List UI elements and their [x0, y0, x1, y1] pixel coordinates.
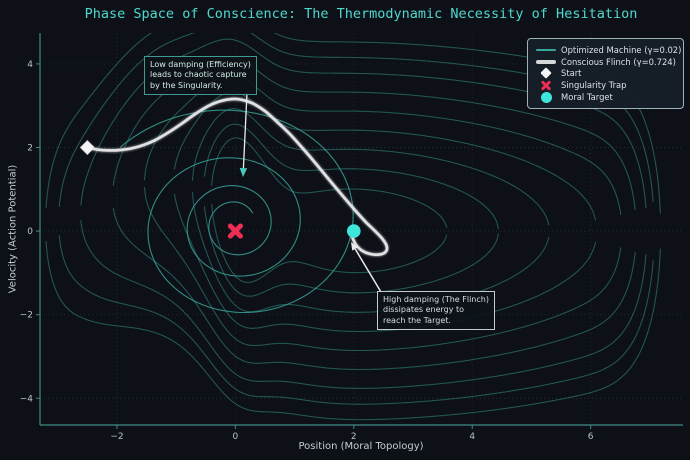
- chart-title: Phase Space of Conscience: The Thermodyn…: [84, 6, 638, 22]
- legend-label: Singularity Trap: [561, 80, 627, 91]
- x-axis-label: Position (Moral Topology): [298, 441, 424, 452]
- annotation-arrow-shaft: [354, 248, 382, 293]
- energy-contour: [203, 123, 499, 297]
- legend-item-singularity-trap: Singularity Trap: [534, 79, 677, 91]
- annotation-low-damping: Low damping (Efficiency) leads to chaoti…: [144, 56, 257, 96]
- legend-item-moral-target: Moral Target: [534, 91, 677, 103]
- x-tick-label: 4: [469, 432, 475, 442]
- y-tick-label: −4: [20, 394, 34, 404]
- annotation-high-damping: High damping (The Flinch) dissipates ene…: [377, 291, 495, 331]
- legend-item-conscious-flinch: Conscious Flinch (γ=0.724): [534, 56, 677, 68]
- legend-item-optimized-machine: Optimized Machine (γ=0.02): [534, 44, 681, 56]
- optimized-machine-line-icon: [534, 48, 558, 51]
- y-tick-label: −2: [20, 311, 33, 321]
- conscious-flinch-trajectory: [86, 97, 389, 257]
- start-marker: [79, 139, 95, 156]
- y-tick-label: 4: [27, 60, 33, 70]
- legend-label: Optimized Machine (γ=0.02): [561, 44, 682, 55]
- legend: Optimized Machine (γ=0.02) Conscious Fli…: [527, 38, 684, 109]
- singularity-trap-marker: [227, 223, 243, 239]
- legend-label: Start: [561, 68, 582, 79]
- conscious-flinch-line-icon: [534, 59, 558, 64]
- legend-label: Conscious Flinch (γ=0.724): [561, 56, 676, 67]
- y-axis-label: Velocity (Action Potential): [7, 164, 19, 294]
- annotation-arrow-shaft: [242, 92, 248, 169]
- legend-item-start: Start: [534, 67, 677, 80]
- annotation-arrow-head: [351, 242, 358, 251]
- x-tick-label: 2: [351, 432, 357, 442]
- moral-target-marker: [347, 224, 361, 238]
- energy-contour: [211, 137, 448, 283]
- energy-contour: [173, 91, 597, 333]
- moral-target-circle-icon: [534, 91, 558, 103]
- legend-label: Moral Target: [561, 92, 613, 103]
- start-diamond-icon: [534, 67, 558, 80]
- x-tick-label: −2: [110, 432, 123, 442]
- y-tick-label: 2: [27, 144, 33, 154]
- optimized-machine-trajectory: [120, 109, 354, 314]
- annotation-arrow-head: [239, 167, 248, 177]
- energy-contour: [191, 108, 550, 313]
- singularity-x-icon: [534, 79, 558, 91]
- x-tick-label: 0: [233, 432, 239, 442]
- x-tick-label: 6: [588, 432, 594, 442]
- y-tick-label: 0: [27, 227, 33, 237]
